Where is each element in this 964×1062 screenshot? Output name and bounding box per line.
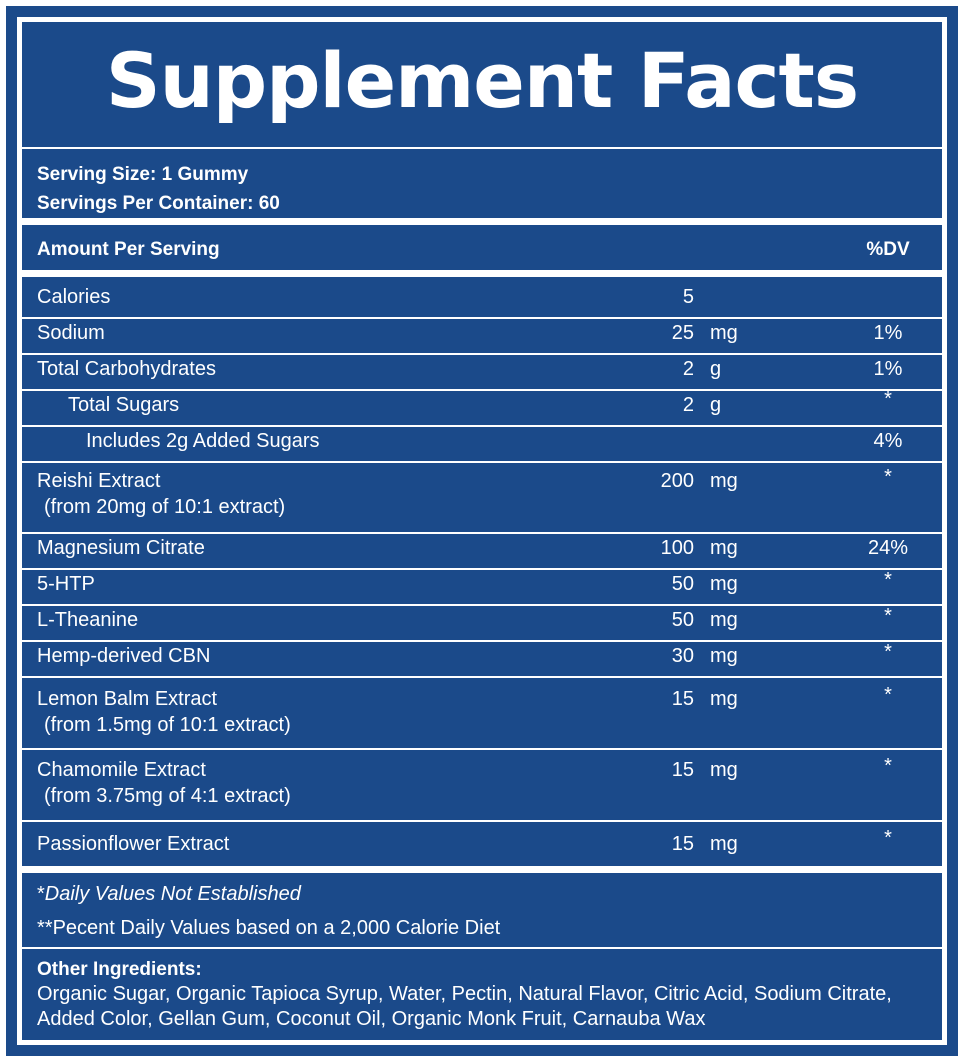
nutrient-amount: 2 — [682, 358, 694, 380]
divider — [22, 461, 942, 463]
nutrient-dv: 24% — [867, 537, 909, 559]
divider — [22, 676, 942, 678]
nutrient-dv: * — [884, 466, 892, 488]
nutrient-dv: * — [884, 388, 892, 410]
nutrient-subtext: (from 20mg of 10:1 extract) — [44, 496, 286, 518]
nutrient-unit: mg — [710, 759, 738, 781]
nutrient-unit: mg — [710, 609, 738, 631]
serving-info: Serving Size: 1 Gummy Servings Per Conta… — [37, 160, 280, 218]
nutrient-unit: g — [710, 358, 722, 380]
nutrient-unit: mg — [710, 537, 738, 559]
nutrient-amount: 5 — [682, 286, 694, 308]
panel-title: Supplement Facts — [105, 36, 859, 125]
nutrient-dv: 1% — [873, 358, 903, 380]
nutrient-amount: 200 — [660, 470, 694, 492]
nutrient-amount: 50 — [671, 573, 694, 595]
divider — [22, 317, 942, 319]
footnote-daily-values: *Daily Values Not Established — [37, 881, 301, 908]
nutrient-dv: * — [884, 641, 892, 663]
nutrient-unit: mg — [710, 833, 738, 855]
servings-per-container: Servings Per Container: 60 — [37, 193, 280, 214]
nutrient-unit: mg — [710, 322, 738, 344]
nutrient-amount: 15 — [671, 759, 694, 781]
divider — [22, 389, 942, 391]
nutrient-name: Passionflower Extract — [37, 833, 230, 855]
divider — [22, 748, 942, 750]
footnote-percent-daily-values: **Pecent Daily Values based on a 2,000 C… — [37, 917, 501, 939]
dv-header: %DV — [866, 239, 910, 260]
nutrient-name: Magnesium Citrate — [37, 537, 205, 559]
nutrient-amount: 100 — [660, 537, 694, 559]
nutrient-dv: * — [884, 569, 892, 591]
nutrient-name: Total Sugars — [68, 394, 180, 416]
nutrient-name: 5-HTP — [37, 573, 95, 595]
nutrient-name: Includes 2g Added Sugars — [86, 430, 320, 452]
nutrient-amount: 15 — [671, 688, 694, 710]
other-ingredients: Other Ingredients: Organic Sugar, Organi… — [37, 957, 937, 1032]
divider-thick — [22, 270, 942, 277]
nutrient-dv: * — [884, 605, 892, 627]
footnote-text: Daily Values Not Established — [44, 883, 301, 905]
nutrient-subtext: (from 1.5mg of 10:1 extract) — [44, 714, 291, 736]
nutrient-unit: mg — [710, 573, 738, 595]
nutrient-amount: 25 — [671, 322, 694, 344]
nutrient-unit: mg — [710, 688, 738, 710]
nutrient-dv: * — [884, 684, 892, 706]
supplement-facts-frame: Supplement Facts Serving Size: 1 Gummy S… — [17, 17, 947, 1045]
divider — [22, 353, 942, 355]
divider — [22, 425, 942, 427]
nutrient-name: Total Carbohydrates — [37, 358, 216, 380]
nutrient-dv: * — [884, 827, 892, 849]
nutrient-name: Hemp-derived CBN — [37, 645, 211, 667]
other-ingredients-label: Other Ingredients: — [37, 959, 202, 980]
nutrient-unit: g — [710, 394, 722, 416]
divider — [22, 532, 942, 534]
nutrient-amount: 15 — [671, 833, 694, 855]
divider-thick — [22, 866, 942, 873]
divider — [22, 568, 942, 570]
nutrient-amount: 30 — [671, 645, 694, 667]
divider — [22, 947, 942, 949]
divider — [22, 147, 942, 149]
nutrient-amount: 50 — [671, 609, 694, 631]
nutrient-name: Sodium — [37, 322, 105, 344]
nutrient-name: Reishi Extract — [37, 470, 161, 492]
nutrient-name: L-Theanine — [37, 609, 139, 631]
nutrient-unit: mg — [710, 645, 738, 667]
nutrient-name: Lemon Balm Extract — [37, 688, 218, 710]
amount-per-serving-header: Amount Per Serving — [37, 239, 220, 260]
nutrient-subtext: (from 3.75mg of 4:1 extract) — [44, 785, 291, 807]
serving-size: Serving Size: 1 Gummy — [37, 164, 249, 185]
divider — [22, 604, 942, 606]
nutrient-dv: 4% — [873, 430, 903, 452]
divider — [22, 640, 942, 642]
nutrient-name: Calories — [37, 286, 111, 308]
supplement-facts-panel: Supplement Facts Serving Size: 1 Gummy S… — [6, 6, 958, 1056]
divider-thick — [22, 218, 942, 225]
nutrient-unit: mg — [710, 470, 738, 492]
nutrient-amount: 2 — [682, 394, 694, 416]
nutrient-name: Chamomile Extract — [37, 759, 206, 781]
nutrient-dv: 1% — [873, 322, 903, 344]
nutrient-dv: * — [884, 755, 892, 777]
other-ingredients-text: Organic Sugar, Organic Tapioca Syrup, Wa… — [37, 983, 892, 1030]
footnote-star: * — [37, 883, 45, 905]
divider — [22, 820, 942, 822]
